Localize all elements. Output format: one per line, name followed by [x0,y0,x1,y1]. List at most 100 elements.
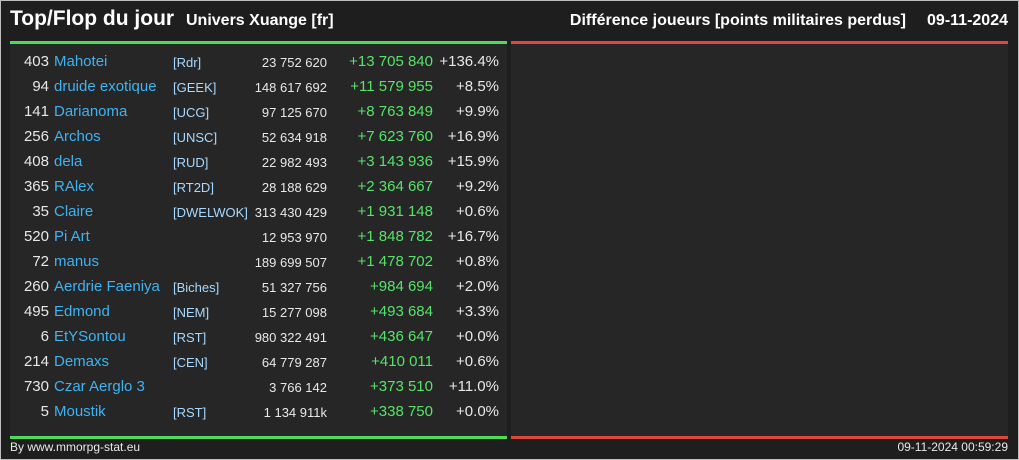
alliance-tag-link[interactable]: [NEM] [173,305,210,320]
player-rank: 260 [23,278,49,295]
player-name-link[interactable]: EtYSontou [54,328,126,345]
percent-change: +16.7% [447,228,499,245]
player-name-link[interactable]: dela [54,153,83,170]
alliance-tag-link[interactable]: [GEEK] [173,80,217,95]
percent-change: +0.6% [456,203,499,220]
player-name-link[interactable]: Aerdrie Faeniya [54,278,160,295]
player-rank: 365 [23,178,49,195]
table-row: 495 Edmond [NEM] 15 277 098 +493 684 +3.3% [10,300,507,325]
page-title: Top/Flop du jour [10,7,175,30]
report-date: 09-11-2024 [927,12,1008,29]
percent-change: +8.5% [456,78,499,95]
player-rank: 72 [32,253,49,270]
points-difference: +13 705 840 [349,53,433,70]
player-name-link[interactable]: Czar Aerglo 3 [54,378,145,395]
player-points: 980 322 491 [254,330,327,345]
player-name-link[interactable]: druide exotique [54,78,157,95]
alliance-tag-link[interactable]: [Rdr] [173,55,202,70]
table-row: 35 Claire [DWELWOK] 313 430 429 +1 931 148 +0… [10,200,507,225]
player-name-link[interactable]: Pi Art [54,228,90,245]
universe-label: Univers Xuange [fr] [186,12,334,29]
percent-change: +3.3% [456,303,499,320]
points-difference: +1 848 782 [357,228,434,245]
player-name-link[interactable]: Demaxs [54,353,110,370]
alliance-tag-link[interactable]: [RST] [173,405,207,420]
player-points: 51 327 756 [261,280,327,295]
points-difference: +373 510 [370,378,433,395]
points-difference: +410 011 [371,353,433,370]
points-difference: +2 364 667 [357,178,434,195]
player-points: 3 766 142 [269,380,327,395]
percent-change: +16.9% [447,128,499,145]
points-difference: +1 931 148 [357,203,434,220]
percent-change: +9.2% [456,178,499,195]
table-row: 730 Czar Aerglo 3 3 766 142 +373 510 +11.0% [10,375,507,400]
player-name-link[interactable]: Claire [54,203,94,220]
top-rows: 403 Mahotei [Rdr] 23 752 620 +13 705 840 +136… [10,50,507,425]
player-points: 12 953 970 [261,230,327,245]
percent-change: +9.9% [456,103,499,120]
player-rank: 94 [32,78,49,95]
player-name-link[interactable]: Archos [54,128,101,145]
table-row: 5 Moustik [RST] 1 134 911k +338 750 +0.0% [10,400,507,425]
table-row: 94 druide exotique [GEEK] 148 617 692 +11 57… [10,75,507,100]
player-name-link[interactable]: Darianoma [54,103,128,120]
alliance-tag-link[interactable]: [UNSC] [173,130,218,145]
table-row: 365 RAlex [RT2D] 28 188 629 +2 364 667 +9.2% [10,175,507,200]
points-difference: +1 478 702 [357,253,434,270]
player-points: 15 277 098 [261,305,327,320]
top-panel: 403 Mahotei [Rdr] 23 752 620 +13 705 840 +136… [10,41,507,439]
alliance-tag-link[interactable]: [UCG] [173,105,210,120]
player-points: 148 617 692 [254,80,327,95]
alliance-tag-link[interactable]: [RT2D] [173,180,214,195]
points-difference: +493 684 [370,303,433,320]
player-rank: 403 [23,53,49,70]
percent-change: +0.8% [456,253,499,270]
player-rank: 141 [23,103,49,120]
player-rank: 408 [23,153,49,170]
player-rank: 730 [23,378,49,395]
metric-label: Différence joueurs [points militaires pe… [569,12,906,29]
footer-credit: By www.mmorpg-stat.eu [10,440,141,454]
table-row: 520 Pi Art 12 953 970 +1 848 782 +16.7% [10,225,507,250]
player-name-link[interactable]: Edmond [54,303,110,320]
player-points: 28 188 629 [261,180,327,195]
player-name-link[interactable]: RAlex [54,178,95,195]
player-points: 97 125 670 [261,105,327,120]
player-points: 189 699 507 [254,255,327,270]
alliance-tag-link[interactable]: [CEN] [173,355,208,370]
alliance-tag-link[interactable]: [RST] [173,330,207,345]
player-name-link[interactable]: Moustik [54,403,106,420]
points-difference: +8 763 849 [357,103,434,120]
player-rank: 214 [23,353,49,370]
player-points: 23 752 620 [261,55,327,70]
player-points: 313 430 429 [254,205,327,220]
points-difference: +338 750 [370,403,433,420]
alliance-tag-link[interactable]: [RUD] [173,155,209,170]
footer-timestamp: 09-11-2024 00:59:29 [897,440,1008,454]
points-difference: +436 647 [370,328,433,345]
percent-change: +136.4% [439,53,499,70]
table-row: 256 Archos [UNSC] 52 634 918 +7 623 760 +16.9… [10,125,507,150]
points-difference: +3 143 936 [357,153,434,170]
table-row: 214 Demaxs [CEN] 64 779 287 +410 011 +0.6% [10,350,507,375]
percent-change: +11.0% [448,378,499,395]
percent-change: +0.0% [456,403,499,420]
player-name-link[interactable]: Mahotei [54,53,108,70]
player-points: 1 134 911k [263,405,327,420]
percent-change: +0.0% [456,328,499,345]
player-points: 64 779 287 [261,355,327,370]
player-rank: 256 [23,128,49,145]
percent-change: +2.0% [456,278,499,295]
percent-change: +0.6% [456,353,499,370]
percent-change: +15.9% [447,153,499,170]
player-rank: 520 [23,228,49,245]
player-name-link[interactable]: manus [54,253,100,270]
alliance-tag-link[interactable]: [DWELWOK] [173,205,248,220]
alliance-tag-link[interactable]: [Biches] [173,280,220,295]
table-row: 408 dela [RUD] 22 982 493 +3 143 936 +15.9% [10,150,507,175]
player-rank: 5 [40,403,49,420]
player-points: 22 982 493 [261,155,327,170]
points-difference: +984 694 [370,278,433,295]
flop-panel [511,41,1008,439]
